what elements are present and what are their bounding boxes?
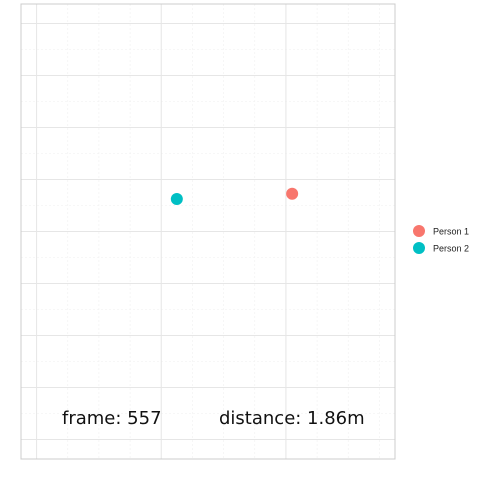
- grid-major-lines: [21, 4, 395, 459]
- data-points: [170, 187, 299, 205]
- legend-key-2: [413, 242, 425, 254]
- legend-key-1: [413, 225, 425, 237]
- legend-label-2: Person 2: [433, 244, 469, 254]
- legend-label-1: Person 1: [433, 227, 469, 237]
- plot-panel: [20, 3, 396, 460]
- data-point-2: [170, 193, 183, 205]
- frame-label: frame: 557: [62, 408, 162, 429]
- legend: Person 1 Person 2: [413, 225, 469, 254]
- distance-label: distance: 1.86m: [219, 408, 365, 429]
- data-point-1: [286, 187, 299, 200]
